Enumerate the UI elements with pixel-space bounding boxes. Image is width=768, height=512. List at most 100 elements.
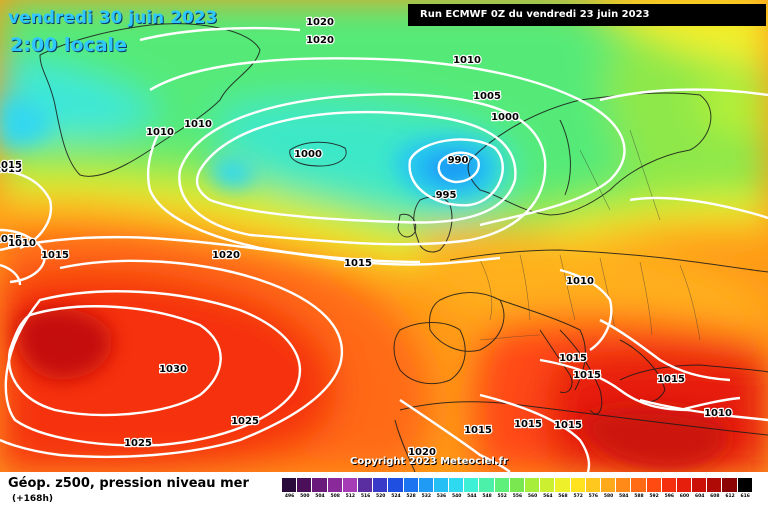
color-scale: 496 500 504 508 512 516 520 524 528 532 536 540 544 5… xyxy=(282,478,753,504)
color-scale-tick-label: 568 xyxy=(558,494,568,499)
isobar-label: 1000 xyxy=(491,112,519,123)
weather-map: 1020102010101005100010101010101510009909… xyxy=(0,0,768,472)
isobar-label: 1010 xyxy=(566,276,594,287)
color-scale-swatch xyxy=(327,478,343,492)
isobar-label: 1010 xyxy=(704,408,732,419)
color-scale-tick-label: 616 xyxy=(740,494,750,499)
color-scale-tick-label: 520 xyxy=(376,494,386,499)
isobar-label: 1020 xyxy=(306,35,334,46)
color-scale-tick-label: 532 xyxy=(421,494,431,499)
color-scale-swatch xyxy=(494,478,510,492)
color-scale-swatch xyxy=(373,478,389,492)
forecast-date-title: vendredi 30 juin 2023 xyxy=(8,8,218,28)
color-scale-swatch xyxy=(616,478,632,492)
isobar-label: 1015 xyxy=(0,234,22,245)
color-scale-swatch xyxy=(357,478,374,492)
isobar-label: 1010 xyxy=(453,55,481,66)
color-scale-tick-label: 556 xyxy=(512,494,523,499)
isobar-label: 1015 xyxy=(344,258,372,269)
run-info-banner: Run ECMWF 0Z du vendredi 23 juin 2023 xyxy=(408,4,766,26)
color-scale-tick-label: 600 xyxy=(679,494,690,499)
color-scale-tick-label: 564 xyxy=(543,494,553,499)
color-scale-tick-label: 592 xyxy=(649,494,659,499)
color-scale-swatch xyxy=(342,478,358,492)
isobars xyxy=(0,26,768,472)
isobar-label: 1025 xyxy=(124,438,152,449)
color-scale-swatch xyxy=(737,478,753,492)
isobar-label: 1030 xyxy=(159,364,187,375)
isobar-label: 1015 xyxy=(657,374,685,385)
color-scale-tick-label: 608 xyxy=(710,494,720,499)
legend-footer: Géop. z500, pression niveau mer (+168h) … xyxy=(0,472,768,512)
color-scale-swatch xyxy=(707,478,723,492)
isobar-labels: 1020102010101005100010101010101510009909… xyxy=(0,16,733,460)
color-scale-tick-label: 512 xyxy=(345,494,356,499)
color-scale-tick-label: 596 xyxy=(664,494,674,499)
color-scale-swatch xyxy=(282,478,298,492)
color-scale-swatch xyxy=(479,478,495,492)
color-scale-tick-label: 548 xyxy=(482,494,492,499)
color-scale-swatch xyxy=(570,478,586,492)
isobar-label: 1015 xyxy=(573,370,601,381)
color-scale-swatch xyxy=(722,478,738,492)
color-scale-ticks: 496 500 504 508 512 516 520 524 528 532 536 540 544 5… xyxy=(282,492,753,502)
color-scale-swatch xyxy=(692,478,708,492)
isobar-label: 1015 xyxy=(559,353,587,364)
color-scale-tick-label: 612 xyxy=(725,494,735,499)
color-scale-tick-label: 516 xyxy=(360,494,371,499)
map-title: Géop. z500, pression niveau mer xyxy=(8,476,249,491)
color-scale-tick-label: 604 xyxy=(694,494,705,499)
isobar-label: 1020 xyxy=(212,250,240,261)
isobar-label: 1005 xyxy=(473,91,501,102)
forecast-lead-time: (+168h) xyxy=(12,494,53,504)
color-scale-swatch xyxy=(525,478,541,492)
color-scale-swatch xyxy=(312,478,328,492)
isobar-label: 1020 xyxy=(408,447,436,458)
color-scale-tick-label: 560 xyxy=(527,494,538,499)
country-borders xyxy=(479,129,701,341)
isobar-label: 1010 xyxy=(8,238,36,249)
isobar-label: 1015 xyxy=(514,419,542,430)
color-scale-swatch xyxy=(464,478,480,492)
color-scale-tick-label: 544 xyxy=(467,494,477,499)
color-scale-swatches xyxy=(282,478,753,492)
isobar-label: 1025 xyxy=(231,416,259,427)
copyright-notice: Copyright 2023 Meteociel.fr xyxy=(350,456,508,467)
color-scale-tick-label: 588 xyxy=(634,494,644,499)
color-scale-tick-label: 540 xyxy=(451,494,462,499)
color-scale-swatch xyxy=(540,478,556,492)
isobar-label: 1000 xyxy=(294,149,322,160)
color-scale-swatch xyxy=(403,478,419,492)
color-scale-swatch xyxy=(433,478,450,492)
forecast-time-title: 2:00 locale xyxy=(10,34,127,56)
isobar-label: 1010 xyxy=(184,119,212,130)
color-scale-swatch xyxy=(509,478,525,492)
color-scale-tick-label: 572 xyxy=(573,494,583,499)
isobar-label: 1020 xyxy=(306,17,334,28)
color-scale-tick-label: 584 xyxy=(619,494,629,499)
color-scale-swatch xyxy=(631,478,647,492)
color-scale-tick-label: 580 xyxy=(603,494,614,499)
color-scale-swatch xyxy=(555,478,571,492)
color-scale-tick-label: 500 xyxy=(300,494,310,499)
color-scale-tick-label: 528 xyxy=(406,494,416,499)
isobar-label: 1015 xyxy=(0,164,22,175)
isobar-label: 1015 xyxy=(41,250,69,261)
color-scale-swatch xyxy=(388,478,404,492)
isobar-label: 1015 xyxy=(0,160,22,171)
color-scale-tick-label: 576 xyxy=(588,494,599,499)
isobar-label: 995 xyxy=(436,190,457,201)
color-scale-tick-label: 508 xyxy=(330,494,340,499)
isobar-label: 1015 xyxy=(464,425,492,436)
color-scale-tick-label: 524 xyxy=(391,494,401,499)
isobar-label: 1010 xyxy=(146,127,174,138)
color-scale-tick-label: 504 xyxy=(315,494,325,499)
color-scale-swatch xyxy=(646,478,662,492)
isobar-label: 990 xyxy=(448,155,469,166)
color-scale-tick-label: 536 xyxy=(436,494,447,499)
color-scale-swatch xyxy=(297,478,313,492)
color-scale-swatch xyxy=(600,478,617,492)
color-scale-tick-label: 552 xyxy=(497,494,507,499)
isobar-label: 1015 xyxy=(554,420,582,431)
